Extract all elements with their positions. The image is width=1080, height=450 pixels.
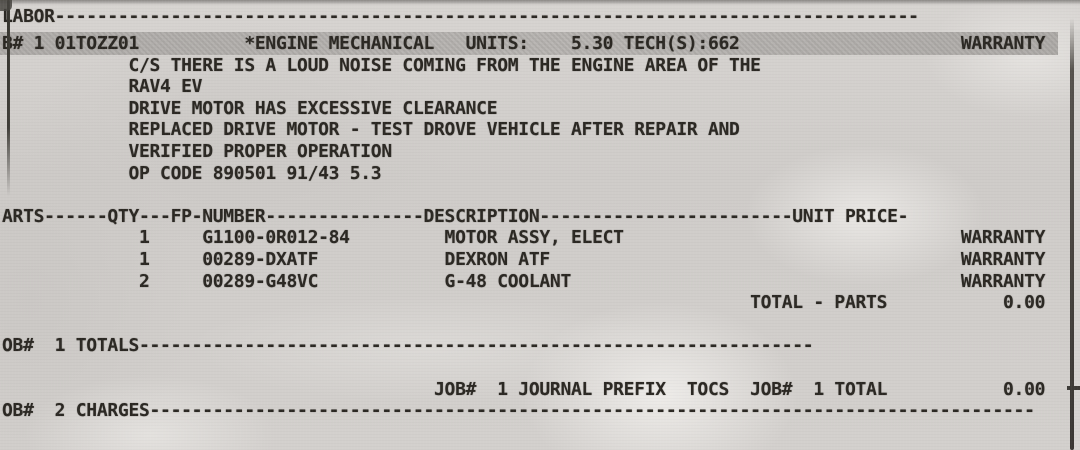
paper-right-edge-line <box>1070 18 1074 450</box>
edge-tick-mark <box>1067 386 1080 390</box>
parts-row-3: 2 00289-G48VC G-48 COOLANT WARRANTY <box>2 270 1046 292</box>
job1-header-row: B# 1 01TOZZ01 *ENGINE MECHANICAL UNITS: … <box>0 31 1058 55</box>
cause-line: DRIVE MOTOR HAS EXCESSIVE CLEARANCE <box>2 97 498 119</box>
correction-line-2: VERIFIED PROPER OPERATION <box>2 140 392 162</box>
parts-row-2: 1 00289-DXATF DEXRON ATF WARRANTY <box>2 248 1046 270</box>
job1-journal-total-line: JOB# 1 JOURNAL PREFIX TOCS JOB# 1 TOTAL … <box>2 378 1046 400</box>
job1-totals-header: OB# 1 TOTALS----------------------------… <box>2 335 814 357</box>
blank-line <box>2 184 1058 206</box>
paper-right-edge <box>1074 30 1080 450</box>
op-code-line: OP CODE 890501 91/43 5.3 <box>2 162 382 184</box>
photo-top-edge-shadow <box>0 0 1080 5</box>
parts-total-line: TOTAL - PARTS 0.00 <box>2 292 1046 314</box>
complaint-line-1: C/S THERE IS A LOUD NOISE COMING FROM TH… <box>2 54 761 76</box>
parts-row-1: 1 G1100-0R012-84 MOTOR ASSY, ELECT WARRA… <box>2 227 1046 249</box>
labor-section-header: LABOR-----------------------------------… <box>2 6 919 27</box>
correction-line-1: REPLACED DRIVE MOTOR - TEST DROVE VEHICL… <box>2 119 740 141</box>
job2-charges-header: OB# 2 CHARGES---------------------------… <box>2 400 1035 422</box>
blank-line <box>2 314 1058 336</box>
receipt-text: LABOR-----------------------------------… <box>2 6 1058 422</box>
complaint-line-2: RAV4 EV <box>2 76 203 98</box>
parts-table-header: ARTS------QTY---FP-NUMBER---------------… <box>2 205 909 227</box>
blank-line <box>2 357 1058 379</box>
paper-left-edge-line <box>7 0 10 196</box>
photo-corner-artifact <box>0 0 12 11</box>
